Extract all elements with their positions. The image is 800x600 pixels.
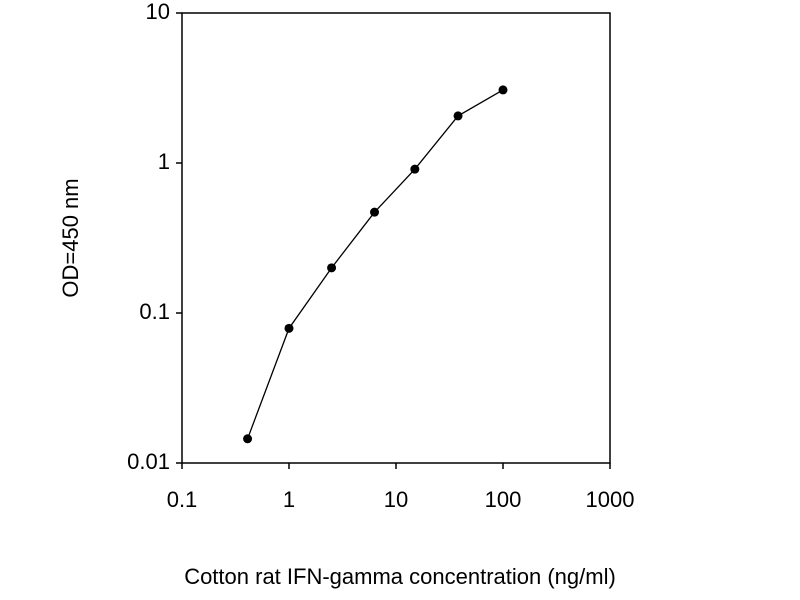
plot-frame	[181, 12, 611, 464]
y-axis-label: OD=450 nm	[58, 178, 83, 297]
data-point	[284, 323, 294, 333]
data-point	[243, 434, 253, 444]
data-point	[327, 263, 337, 273]
x-tick-label: 1	[283, 487, 295, 512]
data-point	[498, 85, 508, 95]
data-point	[453, 111, 463, 121]
x-tick-label: 1000	[586, 487, 635, 512]
data-point	[410, 164, 420, 174]
y-tick-label: 1	[158, 149, 170, 174]
x-tick-label: 100	[485, 487, 522, 512]
y-tick-label: 0.1	[139, 299, 170, 324]
x-axis-label: Cotton rat IFN-gamma concentration (ng/m…	[184, 564, 616, 589]
x-tick-label: 0.1	[167, 487, 198, 512]
data-point	[370, 207, 380, 217]
y-tick-label: 10	[146, 0, 170, 24]
x-tick-label: 10	[384, 487, 408, 512]
y-tick-label: 0.01	[127, 449, 170, 474]
data-line	[246, 89, 504, 440]
